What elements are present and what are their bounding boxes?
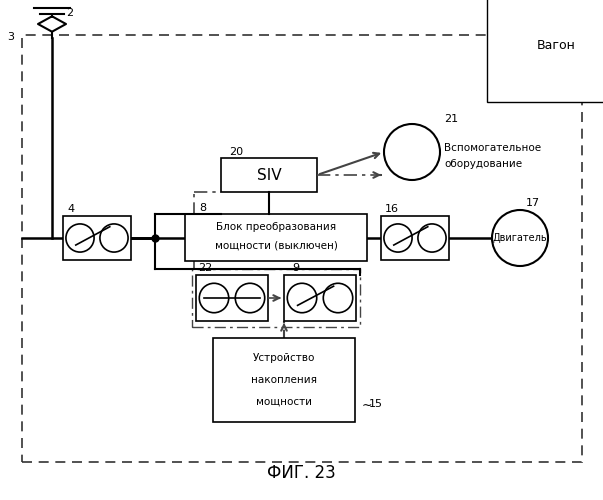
Circle shape bbox=[418, 224, 446, 252]
Bar bbox=[196, 275, 268, 321]
Circle shape bbox=[384, 224, 412, 252]
Circle shape bbox=[492, 210, 548, 266]
Text: Вспомогательное: Вспомогательное bbox=[444, 143, 541, 153]
Bar bbox=[213, 338, 355, 422]
Bar bbox=[22, 35, 582, 462]
Text: Блок преобразования: Блок преобразования bbox=[216, 222, 336, 232]
Text: 16: 16 bbox=[385, 204, 399, 214]
Text: Устройство: Устройство bbox=[253, 353, 315, 363]
Text: $\sim$: $\sim$ bbox=[359, 398, 373, 410]
Text: Двигатель: Двигатель bbox=[493, 233, 548, 243]
Bar bbox=[381, 216, 449, 260]
Circle shape bbox=[323, 284, 353, 312]
Text: Вагон: Вагон bbox=[537, 39, 576, 52]
Text: оборудование: оборудование bbox=[444, 159, 522, 169]
Circle shape bbox=[199, 284, 229, 312]
Text: 21: 21 bbox=[444, 114, 458, 124]
Text: 15: 15 bbox=[369, 399, 383, 409]
Circle shape bbox=[235, 284, 265, 312]
Bar bbox=[192, 269, 360, 327]
Text: мощности: мощности bbox=[256, 397, 312, 407]
Text: 22: 22 bbox=[198, 263, 212, 273]
Text: 3: 3 bbox=[7, 32, 14, 42]
Circle shape bbox=[66, 224, 94, 252]
Text: накопления: накопления bbox=[251, 375, 317, 385]
Bar bbox=[284, 275, 356, 321]
Bar bbox=[63, 216, 131, 260]
Text: 17: 17 bbox=[526, 198, 540, 208]
Text: SIV: SIV bbox=[257, 168, 282, 182]
Text: 20: 20 bbox=[229, 147, 243, 157]
Text: 4: 4 bbox=[67, 204, 74, 214]
Circle shape bbox=[100, 224, 128, 252]
Text: ФИГ. 23: ФИГ. 23 bbox=[267, 464, 335, 482]
Bar bbox=[185, 214, 367, 261]
Text: мощности (выключен): мощности (выключен) bbox=[215, 240, 338, 250]
Circle shape bbox=[384, 124, 440, 180]
Text: 8: 8 bbox=[199, 203, 206, 213]
Text: 2: 2 bbox=[66, 8, 73, 18]
Bar bbox=[221, 158, 317, 192]
Circle shape bbox=[287, 284, 317, 312]
Text: 9: 9 bbox=[292, 263, 299, 273]
